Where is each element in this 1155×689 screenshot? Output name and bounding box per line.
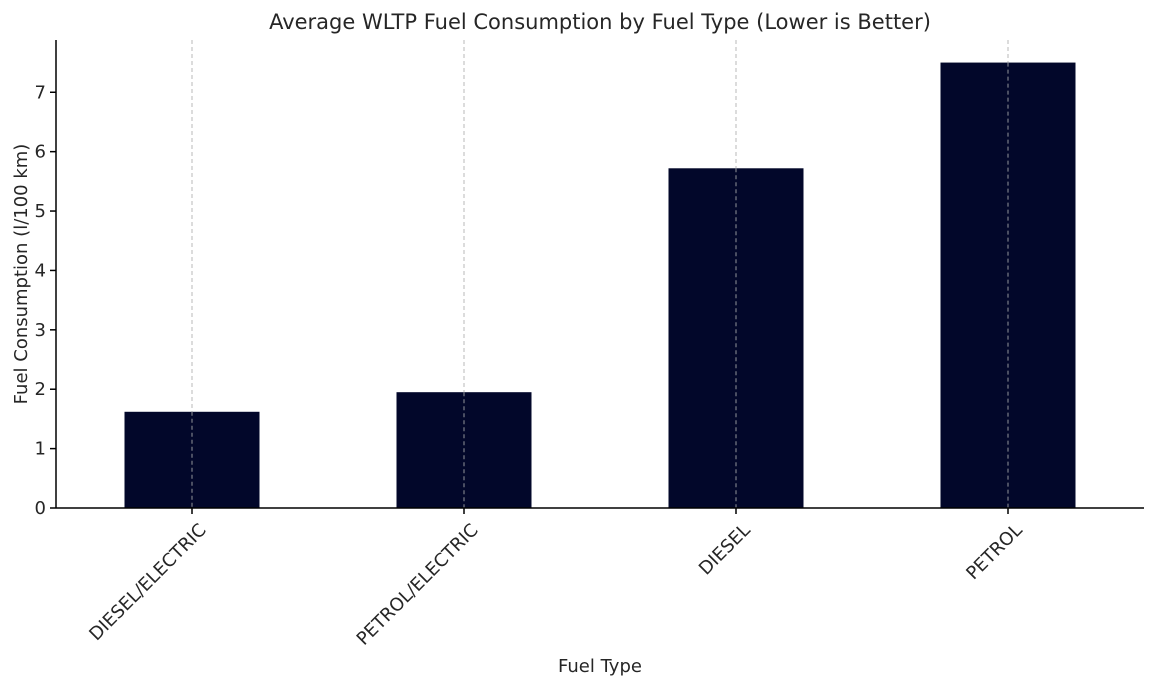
- bar-layer: [124, 62, 1076, 508]
- y-axis-label: Fuel Consumption (l/100 km): [11, 144, 32, 405]
- y-tick-label: 5: [35, 201, 46, 222]
- y-tick-label: 1: [35, 439, 46, 460]
- grid-layer: [191, 40, 1009, 508]
- y-tick-label: 7: [35, 82, 46, 103]
- y-tick-label: 0: [35, 498, 46, 519]
- overlay-grid-layer: [191, 62, 1009, 508]
- y-tick-label: 2: [35, 379, 46, 400]
- x-tick-label: DIESEL: [695, 520, 755, 580]
- x-tick-layer: DIESEL/ELECTRIC PETROL/ELECTRIC DIESEL PETR…: [85, 508, 1027, 650]
- y-tick-label: 6: [35, 142, 46, 163]
- x-tick-label: DIESEL/ELECTRIC: [85, 520, 210, 645]
- x-axis-label: Fuel Type: [558, 656, 642, 677]
- y-tick-label: 4: [35, 260, 46, 281]
- chart-title: Average WLTP Fuel Consumption by Fuel Ty…: [269, 10, 931, 34]
- y-tick-label: 3: [35, 320, 46, 341]
- x-tick-label: PETROL: [962, 520, 1026, 584]
- y-tick-layer: 0 1 2 3 4 5 6 7: [35, 82, 56, 519]
- x-tick-label: PETROL/ELECTRIC: [353, 520, 483, 650]
